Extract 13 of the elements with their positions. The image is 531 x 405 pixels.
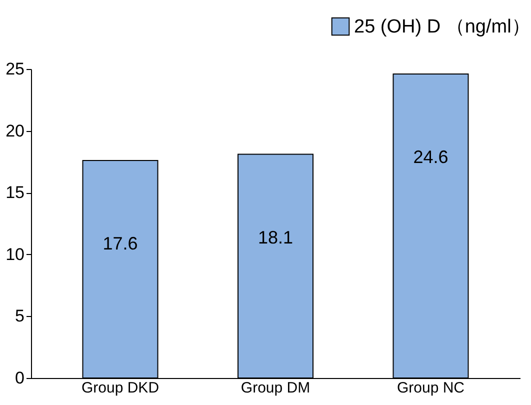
data-label: 24.6 xyxy=(413,146,448,167)
legend-label: 25 (OH) D （ng/ml） xyxy=(354,16,530,38)
y-tick-label: 10 xyxy=(6,244,24,264)
y-tick-label: 0 xyxy=(15,368,24,388)
y-tick-label: 25 xyxy=(6,60,24,78)
data-label: 18.1 xyxy=(258,227,294,248)
data-label: 17.6 xyxy=(102,233,138,254)
x-tick-label: Group DM xyxy=(240,380,310,396)
y-tick-label: 5 xyxy=(15,306,24,326)
x-tick-label: Group NC xyxy=(396,380,465,396)
x-tick-label: Group DKD xyxy=(81,380,160,396)
y-tick-label: 15 xyxy=(6,183,24,202)
y-tick-label: 20 xyxy=(6,121,24,140)
